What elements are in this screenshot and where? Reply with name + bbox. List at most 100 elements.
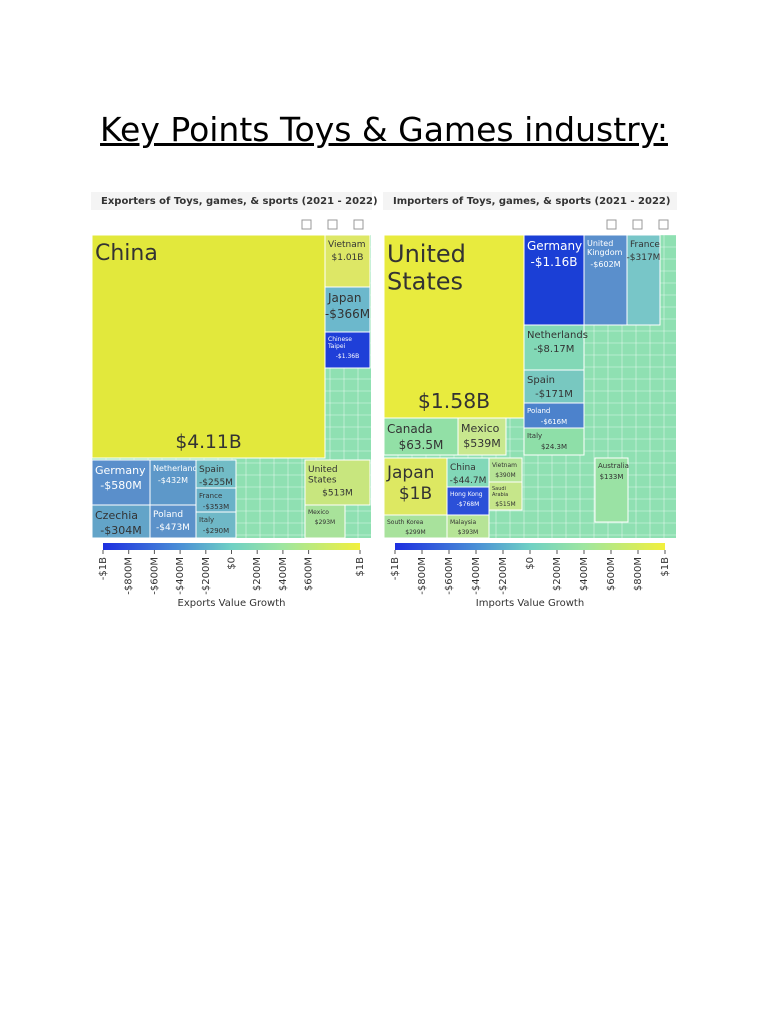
tile-name: France: [199, 492, 222, 500]
tile-value: -$768M: [457, 501, 480, 508]
colorbar-tick-label: $800M: [633, 557, 644, 591]
toolbar-icon: [327, 219, 338, 230]
tile-name: China: [450, 463, 476, 473]
colorbar-tick-label: -$600M: [444, 557, 455, 595]
tile-name: Poland: [153, 510, 183, 520]
tile-name: Vietnam: [492, 462, 517, 469]
tile: [383, 417, 459, 456]
colorbar: [395, 543, 665, 550]
colorbar-tick-label: $0: [227, 557, 238, 570]
tile-value: $63.5M: [399, 438, 444, 452]
colorbar-tick-label: -$400M: [471, 557, 482, 595]
tile-name: United Kingdom: [587, 239, 623, 257]
tile-name: Malaysia: [450, 519, 477, 526]
colorbar-tick-label: -$1B: [98, 557, 109, 580]
tile: [523, 369, 585, 404]
colorbar-tick-label: -$1B: [390, 557, 401, 580]
tile-value: -$580M: [100, 479, 141, 492]
colorbar-tick-label: $400M: [579, 557, 590, 591]
tile-name: Vietnam: [328, 240, 366, 250]
tile: [324, 286, 371, 333]
tile-value: $293M: [315, 519, 335, 526]
tile: [446, 514, 490, 539]
tile-value: -$473M: [156, 523, 190, 533]
tile-value: $539M: [463, 437, 501, 450]
tile: [446, 486, 490, 516]
tile-value: -$317M: [627, 253, 661, 263]
tile-value: $1.01B: [332, 253, 364, 263]
tile-name-line: United: [308, 465, 338, 475]
tile-name-line: Saudi: [492, 486, 506, 492]
tile-name: Mexico: [308, 509, 329, 516]
tile-name: United States: [308, 465, 338, 485]
colorbar-tick-label: $200M: [552, 557, 563, 591]
colorbar-tick-label: $200M: [252, 557, 263, 591]
tile: [523, 427, 585, 456]
tile-name: Canada: [387, 422, 433, 436]
colorbar-title: Exports Value Growth: [178, 598, 286, 609]
tile-value: -$353M: [203, 503, 229, 511]
chart-title: Importers of Toys, games, & sports (2021…: [393, 196, 670, 207]
tile-name: Australia: [598, 462, 629, 470]
tile-value: $299M: [405, 529, 425, 536]
tile: [523, 234, 585, 326]
tile-name: Netherlands: [153, 464, 202, 473]
colorbar-tick-label: -$800M: [124, 557, 135, 595]
tile-name: Netherlands: [527, 330, 588, 341]
tile-value: -$255M: [199, 478, 233, 488]
tile-value: -$304M: [100, 524, 141, 537]
colorbar-tick-label: $600M: [304, 557, 315, 591]
tile-name: Spain: [199, 465, 224, 475]
tile-value: -$366M: [325, 307, 370, 321]
tile-value: $390M: [495, 472, 515, 479]
tile-name: Mexico: [461, 422, 500, 435]
tile-name: Saudi Arabia: [492, 486, 508, 498]
tile: [383, 234, 525, 419]
tile-value: -$602M: [590, 260, 620, 269]
tile-name: Germany: [527, 239, 582, 253]
panel-header: [383, 192, 677, 210]
tile: [304, 504, 346, 539]
tile: [304, 459, 371, 506]
tile-name: Czechia: [95, 509, 138, 522]
tile: [488, 481, 523, 511]
colorbar-tick-label: -$800M: [417, 557, 428, 595]
tile-name: Germany: [95, 464, 146, 477]
tile: [488, 457, 523, 483]
tile-name: Japan: [386, 463, 434, 483]
colorbar-title: Imports Value Growth: [476, 598, 584, 609]
tile: [324, 331, 371, 369]
colorbar-tick-label: $600M: [606, 557, 617, 591]
toolbar-icon: [606, 219, 617, 230]
tile-name: Spain: [527, 375, 555, 386]
tile-name-line: Chinese: [328, 336, 352, 343]
tile-name: France: [630, 240, 660, 250]
tile-name-line: States: [387, 268, 463, 296]
tile-name-line: States: [308, 475, 337, 485]
colorbar-tick-label: $0: [525, 557, 536, 570]
tile-name: Chinese Taipei: [327, 336, 352, 350]
tile: [91, 234, 326, 459]
tile: [626, 234, 661, 326]
page-title: Key Points Toys & Games industry:: [100, 110, 668, 149]
tile-name: Italy: [199, 516, 214, 524]
tile: [149, 504, 197, 539]
panel-header: [91, 192, 372, 210]
tile-name: China: [95, 241, 158, 266]
tile-name-line: United: [587, 239, 613, 248]
colorbar-tick-label: -$200M: [201, 557, 212, 595]
toolbar-icon: [658, 219, 669, 230]
tile-value: -$616M: [541, 418, 567, 426]
toolbar-icon: [301, 219, 312, 230]
tile-value: $515M: [495, 501, 515, 508]
tile-value: $1.58B: [418, 389, 490, 413]
tile-value: -$44.7M: [450, 476, 487, 486]
toolbar-icon: [353, 219, 364, 230]
chart-title: Exporters of Toys, games, & sports (2021…: [101, 196, 378, 207]
tile: [383, 457, 448, 516]
colorbar-tick-label: -$200M: [498, 557, 509, 595]
tile-name: South Korea: [387, 519, 424, 526]
tile: [91, 459, 151, 506]
